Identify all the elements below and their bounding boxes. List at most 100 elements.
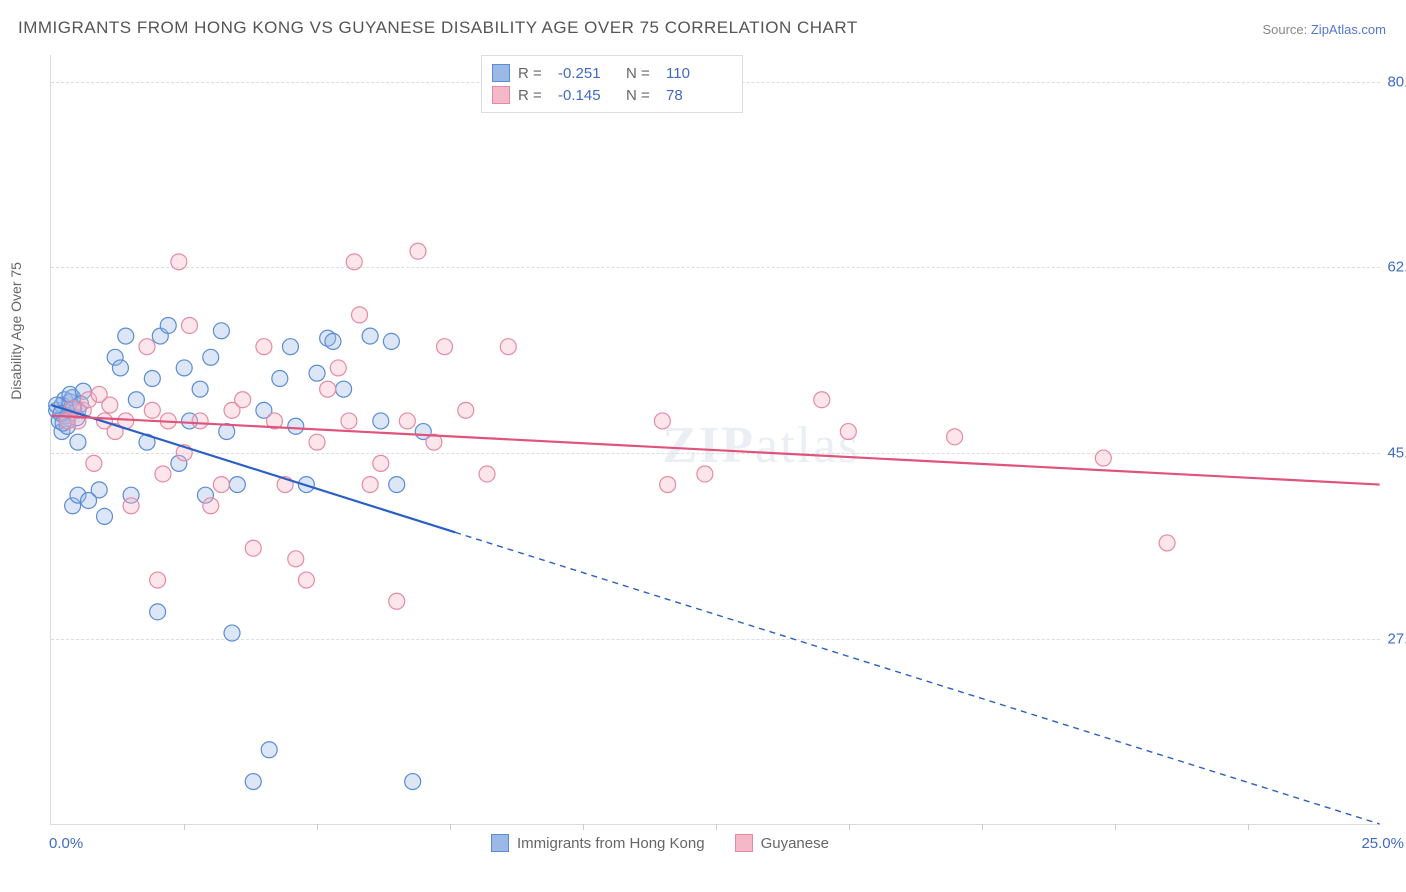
data-point xyxy=(144,402,160,418)
data-point xyxy=(458,402,474,418)
data-point xyxy=(336,381,352,397)
n-value-2: 78 xyxy=(666,87,726,104)
data-point xyxy=(697,466,713,482)
data-point xyxy=(112,360,128,376)
r-label-1: R = xyxy=(518,65,550,82)
plot-area: Disability Age Over 75 ZIPatlas 27.5%45.… xyxy=(50,55,1380,825)
data-point xyxy=(245,540,261,556)
data-point xyxy=(213,477,229,493)
n-label-1: N = xyxy=(626,65,658,82)
data-point xyxy=(282,339,298,355)
data-point xyxy=(389,593,405,609)
data-point xyxy=(288,418,304,434)
data-point xyxy=(118,328,134,344)
chart-title: IMMIGRANTS FROM HONG KONG VS GUYANESE DI… xyxy=(18,18,858,38)
data-point xyxy=(261,742,277,758)
x-tick xyxy=(583,824,584,830)
data-point xyxy=(229,477,245,493)
data-point xyxy=(182,317,198,333)
data-point xyxy=(325,333,341,349)
r-value-1: -0.251 xyxy=(558,65,618,82)
r-value-2: -0.145 xyxy=(558,87,618,104)
data-point xyxy=(192,413,208,429)
n-label-2: N = xyxy=(626,87,658,104)
data-point xyxy=(362,328,378,344)
data-point xyxy=(352,307,368,323)
data-point xyxy=(213,323,229,339)
data-point xyxy=(150,572,166,588)
data-point xyxy=(814,392,830,408)
data-point xyxy=(947,429,963,445)
data-point xyxy=(500,339,516,355)
legend-item-series-1: Immigrants from Hong Kong xyxy=(491,834,705,852)
data-point xyxy=(245,774,261,790)
trendline-extrapolated xyxy=(455,532,1379,824)
data-point xyxy=(203,349,219,365)
scatter-svg xyxy=(51,55,1380,824)
data-point xyxy=(144,371,160,387)
data-point xyxy=(235,392,251,408)
source-link[interactable]: ZipAtlas.com xyxy=(1311,22,1386,37)
correlation-legend: R = -0.251 N = 110 R = -0.145 N = 78 xyxy=(481,55,743,113)
data-point xyxy=(399,413,415,429)
data-point xyxy=(1159,535,1175,551)
y-tick-label: 80.0% xyxy=(1382,73,1406,90)
data-point xyxy=(81,493,97,509)
y-tick-label: 62.5% xyxy=(1382,259,1406,276)
swatch-series-2-bottom xyxy=(735,834,753,852)
x-tick xyxy=(450,824,451,830)
legend-row-series-1: R = -0.251 N = 110 xyxy=(492,62,726,84)
x-tick xyxy=(317,824,318,830)
legend-row-series-2: R = -0.145 N = 78 xyxy=(492,84,726,106)
data-point xyxy=(160,317,176,333)
y-tick-label: 27.5% xyxy=(1382,631,1406,648)
x-tick xyxy=(184,824,185,830)
x-tick xyxy=(1248,824,1249,830)
series-1-name: Immigrants from Hong Kong xyxy=(517,835,705,852)
data-point xyxy=(346,254,362,270)
data-point xyxy=(660,477,676,493)
data-point xyxy=(373,455,389,471)
series-legend: Immigrants from Hong Kong Guyanese xyxy=(491,834,829,852)
data-point xyxy=(139,339,155,355)
data-point xyxy=(224,625,240,641)
data-point xyxy=(203,498,219,514)
x-tick xyxy=(1115,824,1116,830)
legend-item-series-2: Guyanese xyxy=(735,834,829,852)
data-point xyxy=(123,498,139,514)
data-point xyxy=(840,424,856,440)
data-point xyxy=(410,243,426,259)
data-point xyxy=(86,455,102,471)
data-point xyxy=(298,572,314,588)
data-point xyxy=(171,254,187,270)
data-point xyxy=(1095,450,1111,466)
series-2-name: Guyanese xyxy=(761,835,829,852)
data-point xyxy=(128,392,144,408)
data-point xyxy=(479,466,495,482)
data-point xyxy=(362,477,378,493)
data-point xyxy=(70,434,86,450)
data-point xyxy=(309,434,325,450)
data-point xyxy=(176,360,192,376)
x-end-label: 25.0% xyxy=(1361,835,1404,852)
r-label-2: R = xyxy=(518,87,550,104)
y-tick-label: 45.0% xyxy=(1382,445,1406,462)
data-point xyxy=(288,551,304,567)
data-point xyxy=(389,477,405,493)
swatch-series-2 xyxy=(492,86,510,104)
data-point xyxy=(97,508,113,524)
swatch-series-1 xyxy=(492,64,510,82)
data-point xyxy=(155,466,171,482)
n-value-1: 110 xyxy=(666,65,726,82)
data-point xyxy=(437,339,453,355)
data-point xyxy=(654,413,670,429)
data-point xyxy=(192,381,208,397)
data-point xyxy=(320,381,336,397)
x-origin-label: 0.0% xyxy=(49,835,83,852)
data-point xyxy=(256,339,272,355)
data-point xyxy=(309,365,325,381)
source-label: Source: xyxy=(1262,22,1310,37)
data-point xyxy=(272,371,288,387)
data-point xyxy=(341,413,357,429)
source-attribution: Source: ZipAtlas.com xyxy=(1262,22,1386,37)
